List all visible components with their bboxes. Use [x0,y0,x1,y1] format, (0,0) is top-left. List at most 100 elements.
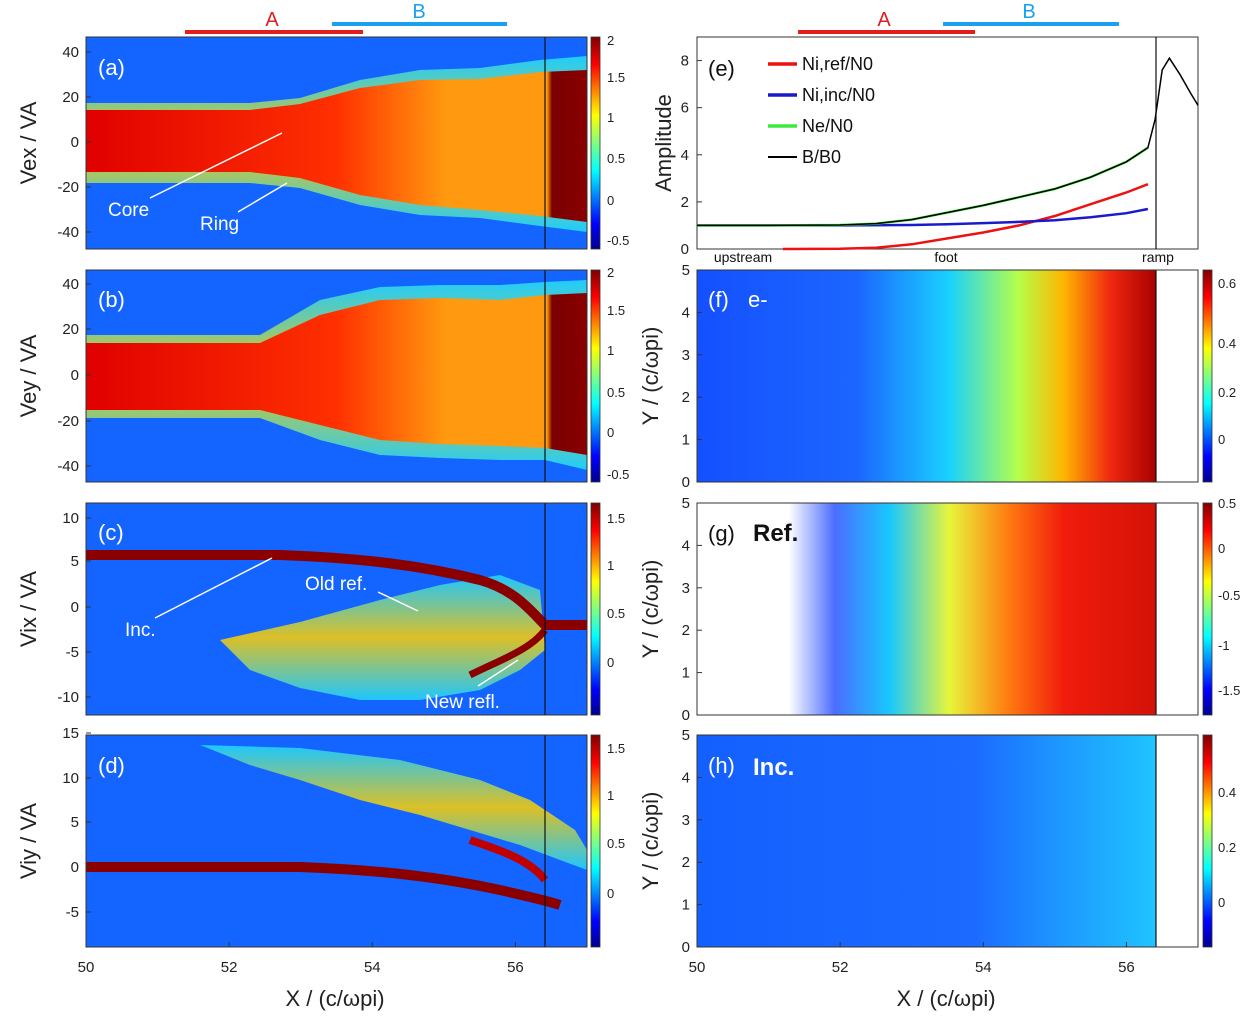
core-annotation: Core [108,200,149,221]
panel-a-frame [85,36,588,250]
colorbar-tick-h: 0.2 [1218,840,1236,855]
panel-d-tag: (d) [98,753,125,778]
xtick-label-left: 56 [507,959,524,976]
ytick-label-d: 10 [62,770,79,787]
panel-f-blank-region [1157,270,1198,482]
panel-b-core [86,293,587,455]
region-upstream-label: upstream [714,249,772,265]
old-ref-annotation: Old ref. [305,574,367,595]
colorbar-tick-d: 0 [607,886,614,901]
panel-d-reflected-beam [468,836,549,883]
colorbar-tick-b: 0.5 [607,385,625,400]
colorbar-tick-g: -1 [1218,638,1230,653]
panel-c: (c) Inc. Old ref. New refl. [85,502,588,716]
ytick-label-c: 0 [71,599,79,616]
colorbar-tick-f: 0.4 [1218,336,1236,351]
series-line-3 [697,56,1199,227]
colorbar-tick-c: 1 [607,558,614,573]
ytick-label-d: 5 [71,814,79,831]
colorbar-tick-b: 0 [607,425,614,440]
panel-g-blank-region [1157,503,1198,715]
colorbar-c [590,502,601,716]
panel-g-tag: (g) [708,521,735,546]
legend-label-3: B/B0 [802,147,841,167]
ylabel-f: Y / (c/ωpi) [638,327,663,426]
colorbar-tick-a: -0.5 [607,233,629,248]
xtick-label-right: 50 [689,959,706,976]
panel-e-series-group [697,56,1199,251]
ytick-label-c: -10 [57,689,79,706]
colorbar-tick-d: 1 [607,788,614,803]
panel-d-frame [85,734,588,948]
ytick-label-c: 10 [62,510,79,527]
colorbar-tick-g: -0.5 [1218,588,1240,603]
ylabel-h: Y / (c/ωpi) [638,792,663,891]
region-foot-label: foot [934,249,957,265]
panel-c-tag: (c) [98,520,124,545]
colorbar-g [1202,502,1213,716]
colorbar-tick-b: 1 [607,343,614,358]
colorbar-tick-f: 0.2 [1218,385,1236,400]
xtick-label-left: 54 [364,959,381,976]
panel-a: (a) Core Ring [85,36,588,250]
panel-c-reflected-cloud [220,575,545,700]
panel-c-incoming-beam [86,550,587,630]
ytick-label-f: 0 [682,474,690,491]
ytick-label-h: 4 [682,769,690,786]
panel-h-frame [696,734,1199,948]
e-ytick-label: 8 [681,53,689,70]
panel-h-species: Inc. [753,754,794,781]
panel-b: (b) [85,269,588,483]
panel-g-frame [696,502,1199,716]
panel-g-map [697,503,1156,715]
xtick-label-right: 56 [1118,959,1135,976]
ytick-label-d: 0 [71,859,79,876]
ytick-label-c: -5 [66,644,79,661]
colorbar-tick-a: 2 [607,33,614,48]
region-label-b-left: B [412,1,425,23]
ytick-label-f: 3 [682,347,690,364]
panel-d: (d) [85,734,588,948]
panel-f-map [697,270,1156,482]
ring-annotation: Ring [200,214,239,235]
colorbar-tick-a: 0 [607,193,614,208]
ytick-label-g: 1 [682,665,690,682]
e-ytick-label: 0 [681,241,689,258]
x-axis-label-right: X / (c/ωpi) [896,986,995,1011]
panel-g-species: Ref. [753,520,798,547]
left-colorbars [590,36,601,948]
ytick-label-a: 0 [71,134,79,151]
colorbar-tick-g: -1.5 [1218,683,1240,698]
ytick-label-b: -20 [57,413,79,430]
colorbar-tick-c: 1.5 [607,511,625,526]
colorbar-tick-g: 0.5 [1218,496,1236,511]
colorbar-tick-f: 0.6 [1218,276,1236,291]
ytick-label-h: 1 [682,897,690,914]
panel-e-legend: Ni,ref/N0 Ni,inc/N0 Ne/N0 B/B0 [768,54,875,167]
panel-f: (f) e- [696,269,1199,483]
legend-label-0: Ni,ref/N0 [802,54,873,74]
inc-annotation: Inc. [125,620,156,641]
ytick-label-g: 3 [682,580,690,597]
panel-d-incoming-beam [86,862,562,910]
inc-pointer [154,557,273,619]
panel-e-ylabel: Amplitude [651,94,676,192]
region-ramp-label: ramp [1142,249,1174,265]
series-line-0 [782,183,1149,251]
region-label-a-right: A [877,9,891,31]
panel-e-plot-area [696,36,1199,250]
xtick-label-left: 50 [78,959,95,976]
e-ytick-label: 6 [681,100,689,117]
e-ytick-label: 4 [681,147,689,164]
legend-label-1: Ni,inc/N0 [802,85,875,105]
ytick-label-h: 0 [682,939,690,956]
panel-f-frame [696,269,1199,483]
colorbar-tick-c: 0 [607,655,614,670]
legend-label-2: Ne/N0 [802,116,853,136]
ytick-label-a: -20 [57,179,79,196]
xtick-label-left: 52 [221,959,238,976]
old-ref-pointer [377,591,419,612]
ytick-label-f: 1 [682,432,690,449]
